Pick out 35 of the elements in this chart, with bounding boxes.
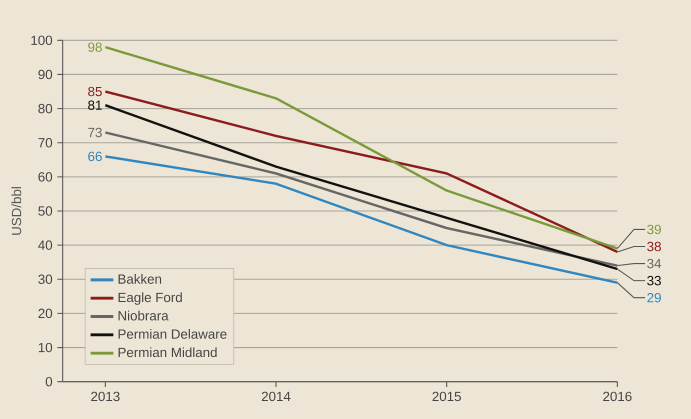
y-tick-label: 0 <box>46 376 52 386</box>
y-tick-label: 100 <box>31 36 52 46</box>
data-label: 66 <box>88 152 102 162</box>
y-axis-title: USD/bbl <box>11 187 22 235</box>
data-label: 85 <box>88 86 102 96</box>
data-label: 73 <box>88 128 102 138</box>
x-tick-label: 2013 <box>91 392 120 402</box>
data-label: 34 <box>647 258 662 268</box>
legend-label: Niobrara <box>118 310 169 320</box>
line-series <box>104 131 619 267</box>
y-tick-label: 20 <box>38 308 52 318</box>
y-tick-label: 80 <box>38 104 52 114</box>
data-label: 38 <box>647 242 661 252</box>
x-tick-label: 2015 <box>432 392 461 402</box>
line-series <box>104 46 619 250</box>
data-label: 33 <box>647 276 661 286</box>
x-tick-label: 2016 <box>603 392 632 402</box>
data-label: 29 <box>647 292 661 302</box>
legend-label: Permian Delaware <box>118 329 227 339</box>
data-label: 81 <box>88 100 102 110</box>
y-tick-label: 10 <box>38 342 52 352</box>
line-series <box>104 90 619 254</box>
legend-label: Permian Midland <box>118 347 217 358</box>
y-tick-label: 30 <box>38 274 52 284</box>
legend-label: Bakken <box>118 274 162 284</box>
data-label: 39 <box>647 224 661 234</box>
x-tick-label: 2014 <box>262 392 290 402</box>
y-tick-label: 90 <box>38 70 52 80</box>
y-tick-label: 60 <box>38 172 52 182</box>
line-series <box>104 155 619 284</box>
legend-label: Eagle Ford <box>118 292 182 305</box>
y-tick-label: 40 <box>38 240 52 250</box>
data-label: 98 <box>88 42 102 52</box>
y-tick-label: 50 <box>38 206 52 216</box>
y-tick-label: 70 <box>38 138 52 148</box>
